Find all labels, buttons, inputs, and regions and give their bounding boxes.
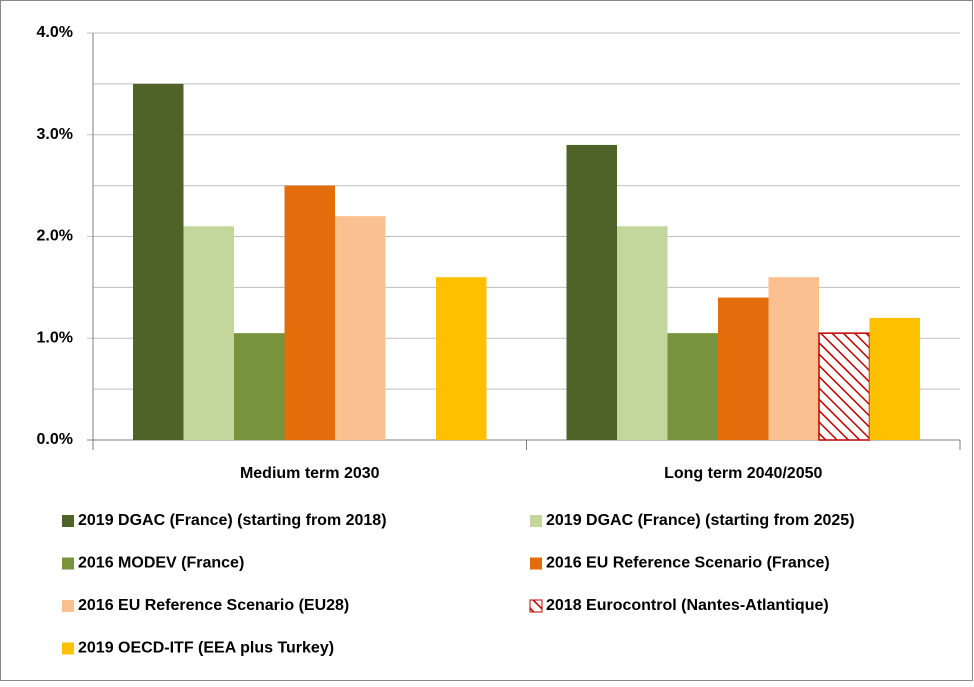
legend-label: 2016 MODEV (France) <box>78 555 244 572</box>
legend-swatch <box>529 599 543 613</box>
legend-label: 2016 EU Reference Scenario (EU28) <box>78 597 349 614</box>
bar <box>768 277 819 440</box>
legend-swatch <box>530 557 542 570</box>
bar <box>818 332 871 441</box>
y-tick-label: 2.0% <box>37 228 73 245</box>
bar <box>234 333 285 440</box>
x-tick-label: Medium term 2030 <box>240 465 380 482</box>
legend-swatch <box>62 515 74 527</box>
y-tick-label: 3.0% <box>37 126 73 143</box>
bar <box>133 83 184 440</box>
bar <box>335 216 386 440</box>
y-tick-label: 4.0% <box>37 24 73 41</box>
bar <box>617 226 668 440</box>
bar <box>667 333 718 440</box>
y-tick-label: 1.0% <box>37 329 73 346</box>
legend-swatch <box>62 642 74 655</box>
bar <box>718 297 769 440</box>
legend-label: 2019 DGAC (France) (starting from 2025) <box>546 512 855 529</box>
legend-swatch <box>530 515 542 527</box>
bar <box>183 226 234 440</box>
bar <box>566 144 617 441</box>
bar <box>436 277 487 440</box>
legend-swatch <box>62 600 74 612</box>
y-tick-label: 0.0% <box>37 431 73 448</box>
legend-label: 2019 DGAC (France) (starting from 2018) <box>78 512 387 529</box>
x-tick-label: Long term 2040/2050 <box>664 465 822 482</box>
bar <box>284 185 335 440</box>
legend-label: 2016 EU Reference Scenario (France) <box>546 555 830 572</box>
bar <box>869 317 920 440</box>
legend-label: 2018 Eurocontrol (Nantes-Atlantique) <box>546 597 829 614</box>
legend-swatch <box>62 557 74 570</box>
legend-label: 2019 OECD-ITF (EEA plus Turkey) <box>78 640 334 657</box>
